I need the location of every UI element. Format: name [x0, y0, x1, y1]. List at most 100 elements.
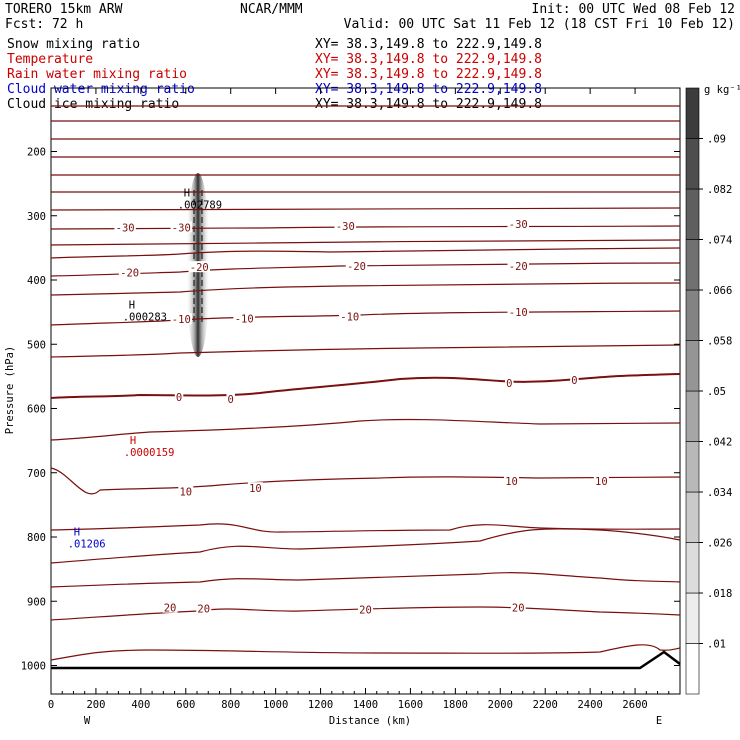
org-title: NCAR/MMM [240, 2, 303, 17]
isotherm-lines [50, 105, 681, 661]
field-label: Snow mixing ratio [7, 37, 140, 52]
maximum-value: .000283 [123, 311, 167, 323]
field-label: Temperature [7, 52, 93, 67]
colorbar-swatch [685, 441, 700, 493]
contour-label-bg [118, 266, 141, 278]
contour-label-bg [162, 601, 178, 613]
colorbar-swatch [685, 491, 700, 543]
contour-label-bg [226, 392, 235, 404]
contour-label: -30 [116, 222, 135, 234]
colorbar-swatch [685, 592, 700, 644]
colorbar-level-label: .042 [707, 437, 732, 449]
contour-label-bg [504, 475, 520, 487]
contour-label-bg [170, 221, 193, 233]
contour-label: 20 [197, 603, 210, 615]
colorbar-level-label: .09 [707, 134, 726, 146]
colorbar-units: g kg⁻¹ [704, 84, 740, 96]
contour-label-bg [196, 602, 212, 614]
isotherm [50, 138, 681, 140]
x-axis-label: Distance (km) [329, 715, 411, 727]
field-xy: XY= 38.3,149.8 to 222.9,149.8 [315, 82, 542, 97]
x-tick-label: 600 [176, 699, 195, 711]
contour-label-bg [510, 601, 526, 613]
y-tick-label: 300 [27, 211, 46, 223]
isotherm [50, 373, 681, 399]
isotherm [50, 156, 681, 158]
y-tick-label: 200 [27, 147, 46, 159]
contour-label-bg [178, 485, 194, 497]
field-xy: XY= 38.3,149.8 to 222.9,149.8 [315, 37, 542, 52]
isotherm [50, 344, 681, 358]
contour-label: -10 [509, 307, 528, 319]
contour-label: -30 [336, 221, 355, 233]
contour-label: -10 [172, 314, 191, 326]
contour-label: 0 [506, 378, 512, 390]
contour-label: 20 [164, 603, 177, 615]
y-tick-label: 800 [27, 532, 46, 544]
field-xy: XY= 38.3,149.8 to 222.9,149.8 [315, 52, 542, 67]
forecast-hour: Fcst: 72 h [5, 17, 83, 32]
contour-label-bg [114, 221, 136, 233]
x-tick-label: 1400 [353, 699, 378, 711]
field-xy: XY= 38.3,149.8 to 222.9,149.8 [315, 97, 542, 112]
contour-label: -30 [509, 219, 528, 231]
maximum-value: .01206 [68, 539, 106, 551]
isotherm [50, 207, 681, 211]
contour-label-bg [345, 259, 368, 271]
isotherm [50, 467, 681, 495]
isotherm [50, 572, 681, 588]
contour-label: -10 [235, 314, 254, 326]
contour-label: 0 [571, 375, 577, 387]
contour-label-bg [339, 310, 361, 322]
isotherm [50, 174, 681, 176]
contour-label: 20 [359, 605, 372, 617]
isotherm [50, 523, 681, 533]
contour-label-bg [174, 390, 184, 402]
colorbar-swatch [685, 390, 700, 442]
colorbar-level-label: .058 [707, 336, 732, 348]
field-xy: XY= 38.3,149.8 to 222.9,149.8 [315, 67, 542, 82]
x-endpoint-west: W [84, 715, 91, 727]
colorbar: g kg⁻¹ .01 .018 .026 .034 .042 .05 .058 .066 .07… [685, 84, 740, 695]
y-tick-label: 900 [27, 596, 46, 608]
x-tick-label: 1000 [263, 699, 288, 711]
valid-time: Valid: 00 UTC Sat 11 Feb 12 (18 CST Fri … [344, 17, 735, 32]
x-axis: 0 200 400 600 800 1000 1200 1400 1600 1800 2000 220… [48, 88, 670, 711]
y-tick-label: 500 [27, 339, 46, 351]
contour-label: 10 [595, 476, 608, 488]
colorbar-level-label: .018 [707, 588, 732, 600]
maximum-h-label: H [74, 527, 80, 539]
maximum-value: .002789 [178, 199, 222, 211]
colorbar-level-label: .05 [707, 386, 726, 398]
contour-labels: -30 -30 -30 -30 -20 -20 -20 -20 -10 -10 -10 -10 0 0 0 0… [114, 218, 609, 617]
isotherm [50, 239, 681, 246]
colorbar-level-label: .082 [707, 184, 732, 196]
header: TORERO 15km ARW NCAR/MMM Init: 00 UTC We… [5, 2, 735, 32]
x-tick-label: 200 [86, 699, 105, 711]
colorbar-level-label: .074 [707, 235, 732, 247]
maximum-h-label: H [129, 299, 135, 311]
x-endpoint-east: E [656, 715, 662, 727]
colorbar-level-label: .026 [707, 538, 732, 550]
contour-label: -20 [190, 262, 209, 274]
contour-label-bg [358, 603, 373, 615]
isotherm [50, 418, 681, 441]
x-tick-label: 2000 [488, 699, 513, 711]
y-axis-label: Pressure (hPa) [4, 346, 16, 435]
colorbar-swatch [685, 188, 700, 240]
isotherm [50, 105, 681, 107]
colorbar-swatch [685, 138, 700, 190]
x-tick-label: 2200 [533, 699, 558, 711]
contour-label-bg [507, 218, 530, 230]
contour-label-bg [247, 482, 263, 494]
contour-label-bg [188, 261, 211, 273]
isotherm [50, 120, 681, 122]
contour-label: 10 [179, 486, 192, 498]
colorbar-swatch [685, 239, 700, 291]
x-tick-label: 0 [48, 699, 54, 711]
colorbar-swatch [685, 643, 700, 695]
x-tick-label: 1600 [398, 699, 423, 711]
